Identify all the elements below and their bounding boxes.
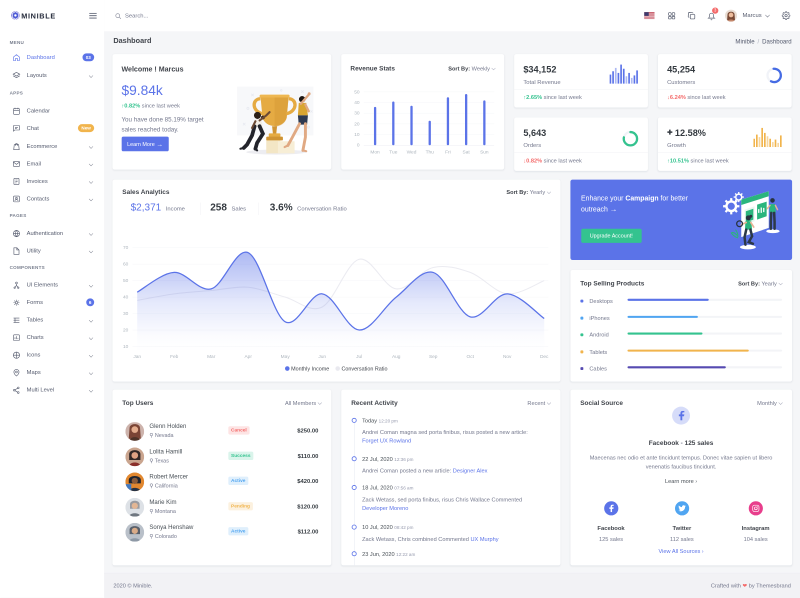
svg-text:Feb: Feb [170, 354, 179, 360]
svg-text:20: 20 [123, 328, 129, 334]
svg-text:Sep: Sep [429, 354, 438, 360]
svg-text:Mar: Mar [207, 354, 216, 360]
svg-text:50: 50 [123, 278, 129, 284]
svg-text:40: 40 [354, 100, 360, 106]
svg-text:Dec: Dec [540, 354, 549, 360]
svg-text:60: 60 [123, 262, 129, 268]
svg-text:Jul: Jul [356, 354, 362, 360]
svg-text:Wed: Wed [407, 149, 417, 153]
svg-text:Apr: Apr [244, 354, 252, 360]
svg-text:Jan: Jan [133, 354, 141, 360]
svg-text:20: 20 [354, 121, 360, 127]
svg-text:May: May [280, 354, 290, 360]
svg-text:Fri: Fri [445, 149, 451, 153]
svg-text:Thu: Thu [426, 149, 435, 153]
svg-text:40: 40 [123, 295, 129, 301]
svg-text:30: 30 [123, 311, 129, 317]
svg-text:50: 50 [354, 89, 360, 95]
svg-text:30: 30 [354, 111, 360, 117]
svg-text:10: 10 [123, 344, 129, 350]
svg-text:Oct: Oct [466, 354, 474, 360]
svg-text:Sun: Sun [480, 149, 489, 153]
svg-text:Mon: Mon [370, 149, 380, 153]
svg-text:Sat: Sat [463, 149, 471, 153]
svg-text:Aug: Aug [392, 354, 401, 360]
svg-text:10: 10 [354, 132, 360, 138]
svg-text:Nov: Nov [503, 354, 512, 360]
svg-text:Tue: Tue [389, 149, 397, 153]
svg-text:70: 70 [123, 245, 129, 251]
svg-text:Jun: Jun [318, 354, 326, 360]
svg-text:0: 0 [357, 143, 360, 149]
